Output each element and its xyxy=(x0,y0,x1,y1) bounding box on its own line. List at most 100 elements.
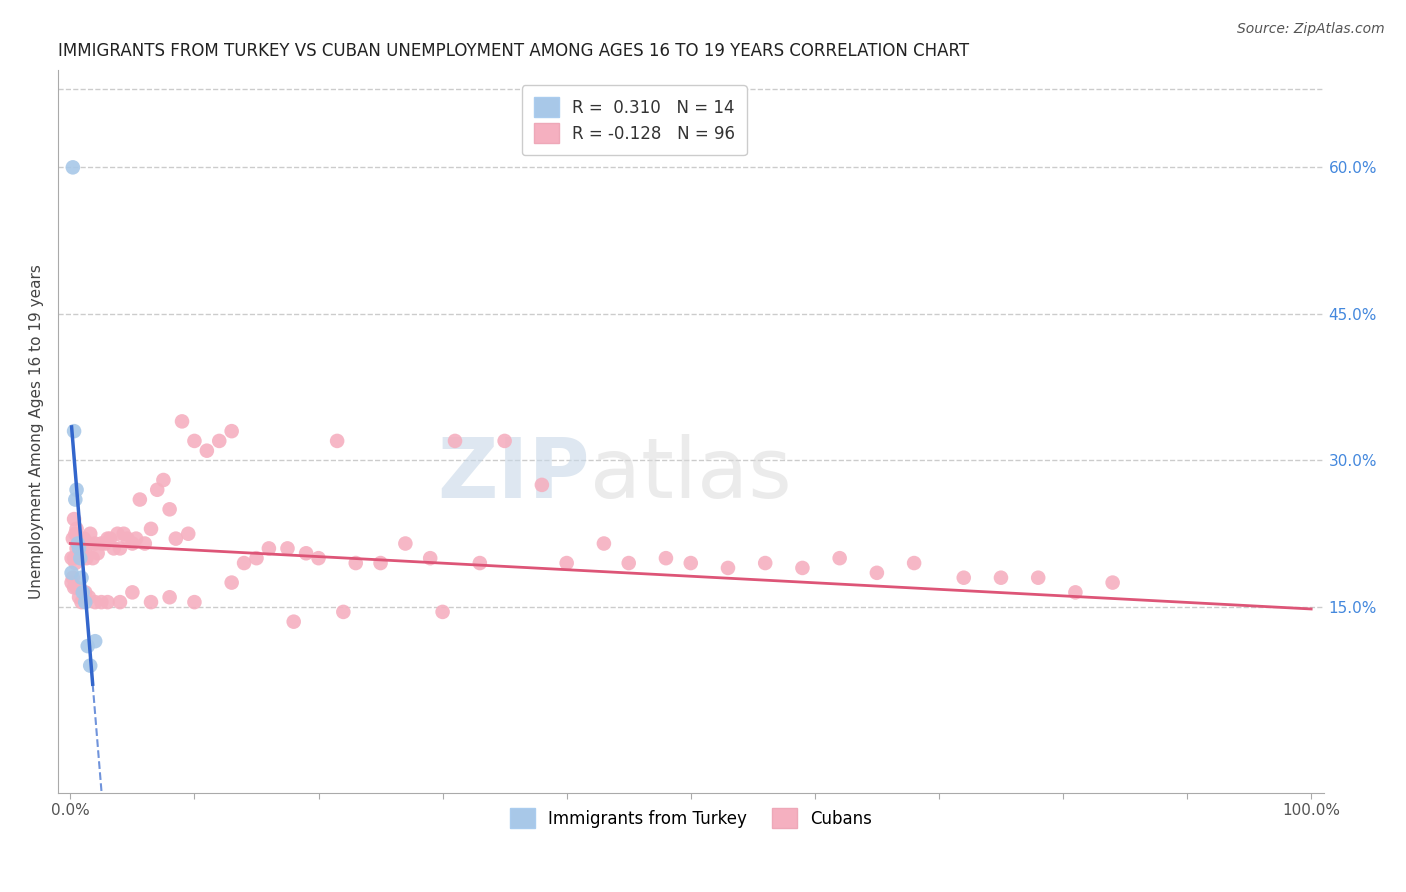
Point xyxy=(62,161,84,175)
Point xyxy=(65,556,87,570)
Point xyxy=(117,532,139,546)
Point xyxy=(152,473,174,487)
Point xyxy=(159,591,181,605)
Point xyxy=(394,536,416,550)
Point xyxy=(990,571,1012,585)
Point xyxy=(63,581,86,595)
Point xyxy=(432,605,454,619)
Point xyxy=(326,434,349,448)
Point xyxy=(90,536,112,550)
Point xyxy=(903,556,925,570)
Legend: Immigrants from Turkey, Cubans: Immigrants from Turkey, Cubans xyxy=(503,801,879,835)
Point xyxy=(370,556,392,570)
Point xyxy=(177,526,200,541)
Point xyxy=(679,556,702,570)
Point xyxy=(70,571,93,585)
Point xyxy=(617,556,640,570)
Point xyxy=(84,595,107,609)
Point xyxy=(139,595,162,609)
Point xyxy=(70,595,93,609)
Point xyxy=(107,526,129,541)
Point xyxy=(86,546,108,560)
Point xyxy=(221,424,243,438)
Point xyxy=(257,541,280,556)
Point xyxy=(66,536,89,550)
Point xyxy=(128,492,150,507)
Text: IMMIGRANTS FROM TURKEY VS CUBAN UNEMPLOYMENT AMONG AGES 16 TO 19 YEARS CORRELATI: IMMIGRANTS FROM TURKEY VS CUBAN UNEMPLOY… xyxy=(58,42,969,60)
Point xyxy=(828,551,851,566)
Point xyxy=(79,658,101,673)
Point xyxy=(468,556,491,570)
Point xyxy=(97,595,120,609)
Point xyxy=(65,581,87,595)
Point xyxy=(65,483,87,497)
Point xyxy=(94,536,117,550)
Point xyxy=(76,551,98,566)
Point xyxy=(276,541,298,556)
Point xyxy=(65,492,87,507)
Point xyxy=(195,443,218,458)
Point xyxy=(530,478,553,492)
Point xyxy=(60,551,83,566)
Point xyxy=(754,556,776,570)
Point xyxy=(66,536,89,550)
Point xyxy=(332,605,354,619)
Point xyxy=(1101,575,1123,590)
Point xyxy=(70,541,93,556)
Point xyxy=(63,551,86,566)
Point xyxy=(63,512,86,526)
Point xyxy=(555,556,578,570)
Point xyxy=(79,526,101,541)
Point xyxy=(655,551,678,566)
Point xyxy=(60,566,83,580)
Point xyxy=(494,434,516,448)
Point xyxy=(146,483,169,497)
Point xyxy=(121,536,143,550)
Point xyxy=(60,575,83,590)
Point xyxy=(77,536,100,550)
Text: Source: ZipAtlas.com: Source: ZipAtlas.com xyxy=(1237,22,1385,37)
Point xyxy=(159,502,181,516)
Point xyxy=(65,526,87,541)
Point xyxy=(75,585,97,599)
Point xyxy=(103,541,125,556)
Point xyxy=(82,551,104,566)
Point xyxy=(72,536,94,550)
Point xyxy=(717,561,740,575)
Point xyxy=(125,532,148,546)
Point xyxy=(62,571,84,585)
Point xyxy=(419,551,441,566)
Point xyxy=(121,585,143,599)
Point xyxy=(67,541,90,556)
Point xyxy=(62,532,84,546)
Point xyxy=(165,532,187,546)
Point xyxy=(792,561,814,575)
Point xyxy=(139,522,162,536)
Point xyxy=(593,536,616,550)
Text: ZIP: ZIP xyxy=(437,434,589,515)
Point xyxy=(112,526,135,541)
Point xyxy=(63,424,86,438)
Point xyxy=(73,532,96,546)
Point xyxy=(308,551,330,566)
Point xyxy=(97,532,120,546)
Point xyxy=(72,585,94,599)
Point xyxy=(67,546,90,560)
Point xyxy=(866,566,889,580)
Point xyxy=(1064,585,1087,599)
Point xyxy=(1026,571,1049,585)
Point xyxy=(183,434,205,448)
Point xyxy=(65,541,87,556)
Point xyxy=(170,414,193,428)
Point xyxy=(65,522,87,536)
Point xyxy=(183,595,205,609)
Point xyxy=(952,571,974,585)
Point xyxy=(108,595,131,609)
Point xyxy=(295,546,318,560)
Point xyxy=(67,591,90,605)
Point xyxy=(90,595,112,609)
Point xyxy=(134,536,156,550)
Point xyxy=(69,532,91,546)
Text: atlas: atlas xyxy=(589,434,792,515)
Point xyxy=(108,541,131,556)
